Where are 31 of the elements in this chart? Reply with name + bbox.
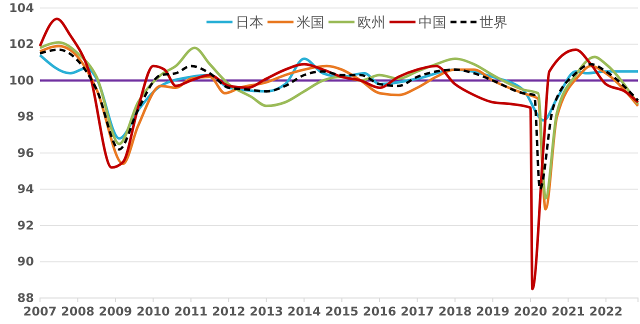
x-tick-label: 2010 — [136, 304, 170, 319]
x-tick-label: 2011 — [174, 304, 208, 319]
legend-label: 世界 — [480, 15, 508, 31]
x-tick-label: 2008 — [61, 304, 94, 319]
x-tick-label: 2020 — [514, 304, 548, 319]
y-tick-label: 102 — [8, 37, 34, 52]
x-tick-label: 2007 — [23, 304, 57, 319]
x-tick-label: 2019 — [476, 304, 510, 319]
legend-label: 中国 — [418, 15, 446, 31]
x-tick-label: 2018 — [438, 304, 472, 319]
x-tick-label: 2013 — [250, 304, 284, 319]
legend-label: 米国 — [296, 15, 324, 31]
y-tick-label: 100 — [8, 73, 34, 88]
x-tick-label: 2021 — [552, 304, 585, 319]
x-tick-label: 2015 — [325, 304, 359, 319]
x-tick-label: 2017 — [400, 304, 434, 319]
y-tick-label: 92 — [17, 218, 34, 232]
y-tick-label: 104 — [8, 0, 34, 15]
y-tick-label: 90 — [17, 254, 34, 269]
y-tick-label: 94 — [17, 182, 34, 196]
x-tick-label: 2022 — [589, 304, 623, 319]
line-series — [38, 18, 640, 290]
x-tick-label: 2012 — [212, 304, 246, 319]
y-tick-label: 96 — [17, 146, 34, 160]
legend-label: 日本 — [236, 15, 264, 31]
legend-label: 欧州 — [358, 15, 386, 31]
y-tick-label: 88 — [17, 290, 34, 305]
x-tick-label: 2009 — [98, 304, 132, 319]
y-tick-label: 98 — [17, 110, 34, 124]
x-tick-label: 2014 — [287, 304, 321, 319]
x-tick-label: 2016 — [362, 304, 396, 319]
